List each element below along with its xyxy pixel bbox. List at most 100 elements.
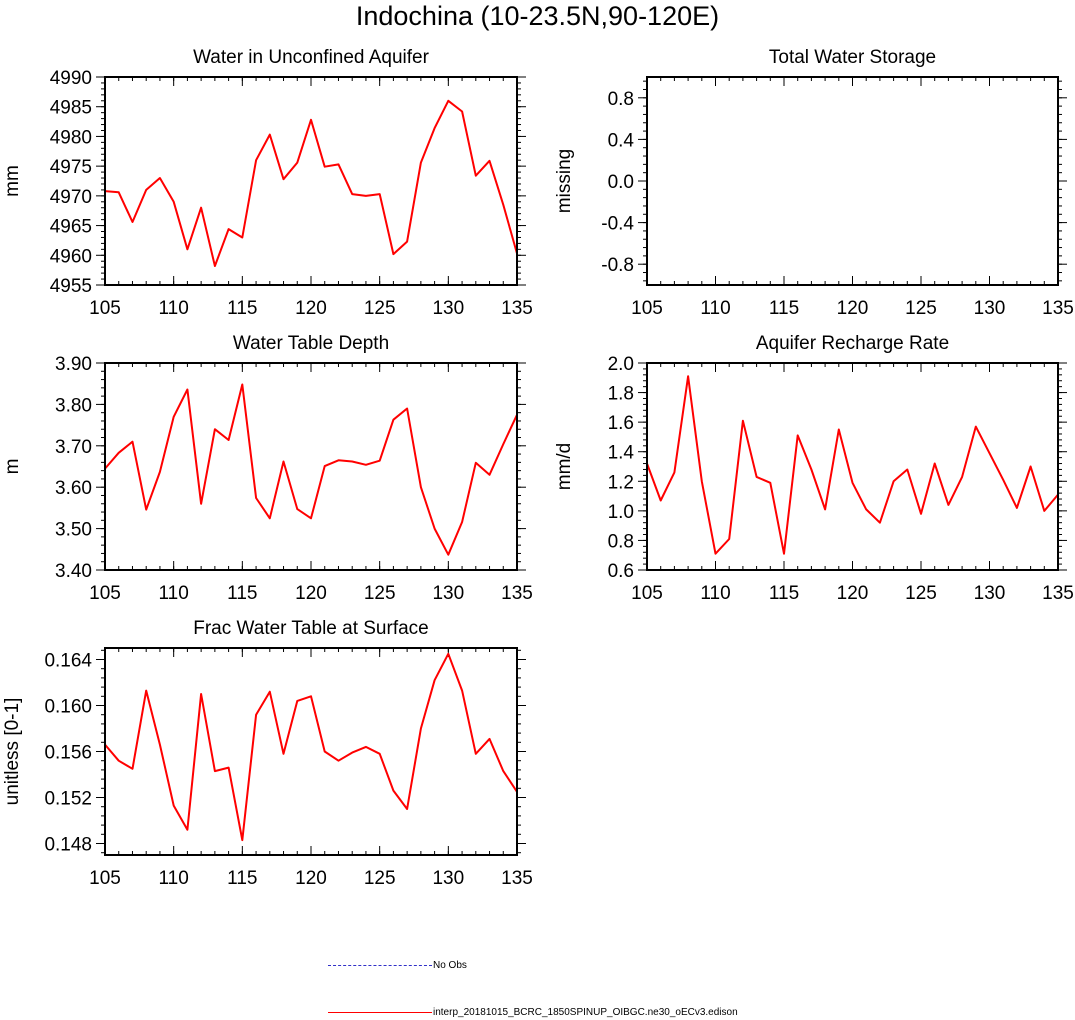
y-tick-label: 0.156	[44, 743, 92, 764]
legend-swatch-model	[328, 1011, 432, 1013]
x-tick-label: 130	[432, 583, 464, 604]
legend-swatch-no-obs	[328, 964, 432, 966]
y-tick-label: 2.0	[608, 354, 634, 375]
x-tick-label: 105	[631, 298, 663, 319]
series-line	[104, 383, 518, 556]
y-axis-label: mm	[2, 165, 23, 197]
legend: No Obs interp_20181015_BCRC_1850SPINUP_O…	[328, 940, 848, 1020]
legend-item-model: interp_20181015_BCRC_1850SPINUP_OIBGC.ne…	[328, 1005, 738, 1019]
x-tick-label: 115	[227, 868, 257, 889]
y-tick-label: 0.8	[608, 89, 634, 110]
x-tick-label: 130	[974, 298, 1006, 319]
y-tick-label: 0.0	[608, 172, 634, 193]
x-tick-label: 135	[501, 583, 533, 604]
chart-panel-5: 105 110 115 120 125 130 135 0.148 0.152 0.156 0.16…	[2, 618, 533, 889]
x-tick-label: 135	[501, 868, 533, 889]
x-tick-label: 110	[700, 298, 730, 319]
panel-title: Aquifer Recharge Rate	[756, 333, 949, 354]
y-tick-label: 0.4	[608, 130, 635, 151]
x-tick-label: 115	[769, 298, 799, 319]
x-tick-label: 110	[159, 298, 189, 319]
x-tick-label: 115	[227, 583, 257, 604]
y-tick-label: 4985	[50, 98, 92, 119]
y-tick-label: 4970	[50, 187, 92, 208]
y-axis-label: unitless [0-1]	[2, 698, 23, 806]
y-tick-label: 4955	[50, 276, 92, 297]
series-line	[104, 652, 518, 842]
chart-panel-2: 105 110 115 120 125 130 135 -0.8 -0.4 0.0 0.4 0.8 To…	[554, 47, 1074, 319]
series-line	[646, 375, 1059, 555]
x-tick-label: 125	[364, 298, 396, 319]
y-tick-label: 1.4	[608, 443, 635, 464]
chart-panel-4: 105 110 115 120 125 130 135 0.6 0.8 1.0 1.2 1.4 1.6 1…	[554, 333, 1074, 604]
y-tick-label: 3.50	[55, 520, 92, 541]
x-tick-label: 105	[89, 583, 121, 604]
x-tick-label: 105	[631, 583, 663, 604]
x-tick-label: 115	[227, 298, 257, 319]
y-tick-label: 0.8	[608, 531, 634, 552]
x-tick-label: 130	[432, 298, 464, 319]
y-tick-label: -0.8	[601, 255, 634, 276]
plot-frame	[104, 362, 518, 571]
y-tick-label: 3.70	[55, 437, 92, 458]
x-tick-label: 125	[364, 583, 396, 604]
x-tick-label: 120	[295, 583, 327, 604]
y-tick-label: 4990	[50, 68, 92, 89]
plot-frame	[104, 647, 518, 856]
x-tick-label: 125	[905, 298, 937, 319]
y-tick-label: 1.0	[608, 502, 634, 523]
y-tick-label: 4980	[50, 127, 92, 148]
panel-title: Total Water Storage	[769, 47, 936, 68]
x-tick-label: 125	[364, 868, 396, 889]
x-tick-label: 120	[837, 298, 869, 319]
y-tick-label: 0.148	[44, 835, 92, 856]
y-tick-label: 1.6	[608, 413, 634, 434]
x-tick-label: 120	[295, 868, 327, 889]
plot-frame	[646, 362, 1059, 571]
chart-panel-3: 105 110 115 120 125 130 135 3.40 3.50 3.60 3.70 3.8…	[2, 333, 533, 604]
y-tick-label: 0.6	[608, 561, 634, 582]
x-tick-label: 130	[974, 583, 1006, 604]
y-axis-label: missing	[554, 149, 575, 213]
y-tick-label: 0.152	[44, 789, 92, 810]
figure-title: Indochina (10-23.5N,90-120E)	[355, 1, 720, 31]
x-tick-label: 110	[700, 583, 730, 604]
x-tick-label: 135	[501, 298, 533, 319]
x-tick-label: 115	[769, 583, 799, 604]
x-tick-label: 110	[159, 583, 189, 604]
x-tick-label: 125	[905, 583, 937, 604]
x-tick-label: 120	[837, 583, 869, 604]
x-tick-label: 130	[432, 868, 464, 889]
panel-title: Water Table Depth	[233, 333, 389, 354]
series-line	[104, 99, 518, 267]
y-tick-label: -0.4	[601, 214, 634, 235]
y-tick-label: 0.160	[44, 697, 92, 718]
y-tick-label: 3.80	[55, 395, 92, 416]
y-axis-label: m	[2, 459, 23, 475]
y-tick-label: 0.164	[44, 651, 92, 672]
x-tick-label: 110	[159, 868, 189, 889]
legend-label-no-obs: No Obs	[433, 959, 467, 971]
x-tick-label: 105	[89, 298, 121, 319]
x-tick-label: 105	[89, 868, 121, 889]
x-tick-label: 135	[1042, 298, 1074, 319]
legend-label-model: interp_20181015_BCRC_1850SPINUP_OIBGC.ne…	[433, 1006, 738, 1018]
y-tick-label: 4975	[50, 157, 92, 178]
y-tick-label: 4965	[50, 217, 92, 238]
plot-frame	[646, 76, 1059, 286]
y-tick-label: 1.8	[608, 384, 634, 405]
y-tick-label: 4960	[50, 246, 92, 267]
y-tick-label: 1.2	[608, 472, 634, 493]
x-tick-label: 120	[295, 298, 327, 319]
y-axis-label: mm/d	[554, 443, 575, 491]
y-tick-label: 3.60	[55, 478, 92, 499]
y-tick-label: 3.90	[55, 354, 92, 375]
chart-panel-1: 105 110 115 120 125 130 135 4955 4960 4965 4970 497…	[2, 47, 533, 319]
plot-frame	[104, 76, 518, 286]
panel-title: Frac Water Table at Surface	[193, 618, 429, 639]
x-tick-label: 135	[1042, 583, 1074, 604]
panel-title: Water in Unconfined Aquifer	[193, 47, 430, 68]
y-tick-label: 3.40	[55, 561, 92, 582]
legend-item-no-obs: No Obs	[328, 958, 467, 972]
